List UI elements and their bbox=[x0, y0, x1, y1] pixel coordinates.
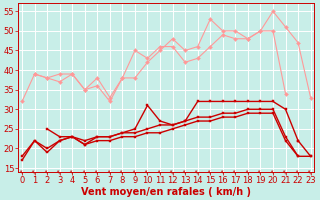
Text: ↑: ↑ bbox=[31, 169, 38, 176]
Text: ↑: ↑ bbox=[69, 169, 76, 176]
X-axis label: Vent moyen/en rafales ( km/h ): Vent moyen/en rafales ( km/h ) bbox=[81, 187, 251, 197]
Text: ↑: ↑ bbox=[194, 169, 201, 176]
Text: ↑: ↑ bbox=[44, 169, 51, 176]
Text: ↑: ↑ bbox=[232, 169, 239, 176]
Text: ↑: ↑ bbox=[106, 169, 113, 176]
Text: ↑: ↑ bbox=[94, 169, 101, 176]
Text: ↑: ↑ bbox=[269, 169, 276, 176]
Text: ↑: ↑ bbox=[132, 169, 139, 176]
Text: ↑: ↑ bbox=[56, 169, 63, 176]
Text: ↑: ↑ bbox=[182, 169, 189, 176]
Text: ↑: ↑ bbox=[119, 169, 126, 176]
Text: ↑: ↑ bbox=[144, 169, 151, 176]
Text: ↑: ↑ bbox=[156, 169, 164, 176]
Text: ↑: ↑ bbox=[81, 169, 88, 176]
Text: ↑: ↑ bbox=[282, 169, 289, 176]
Text: ↑: ↑ bbox=[294, 169, 301, 176]
Text: ↑: ↑ bbox=[207, 169, 214, 176]
Text: ↑: ↑ bbox=[19, 169, 26, 176]
Text: ↑: ↑ bbox=[244, 169, 252, 176]
Text: ↑: ↑ bbox=[307, 169, 314, 176]
Text: ↑: ↑ bbox=[257, 169, 264, 176]
Text: ↑: ↑ bbox=[219, 169, 226, 176]
Text: ↑: ↑ bbox=[169, 169, 176, 176]
